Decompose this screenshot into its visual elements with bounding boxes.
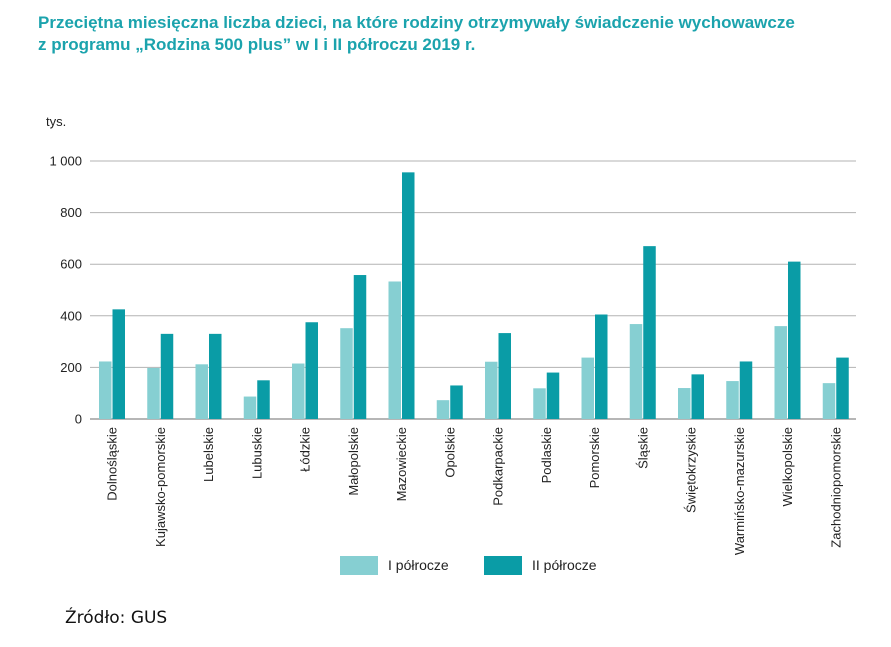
bar-h2-10 — [595, 314, 608, 419]
bar-h2-13 — [739, 361, 753, 419]
legend-swatch-h1 — [340, 556, 378, 575]
y-tick-label-1000: 1 000 — [49, 154, 82, 169]
category-label-4: Łódzkie — [298, 427, 313, 472]
bar-h2-1 — [160, 333, 174, 419]
bar-h1-6 — [388, 281, 401, 419]
bar-h2-6 — [402, 172, 415, 419]
category-label-0: Dolnośląskie — [105, 427, 120, 501]
category-label-8: Podkarpackie — [491, 427, 506, 506]
y-tick-label-800: 800 — [60, 205, 82, 220]
bar-h1-11 — [629, 324, 643, 419]
bar-h1-4 — [292, 363, 305, 419]
bar-h2-11 — [643, 246, 656, 419]
chart-title: Przeciętna miesięczna liczba dzieci, na … — [38, 12, 878, 56]
bar-h2-14 — [788, 261, 801, 419]
legend-label-h2: II półrocze — [532, 557, 597, 573]
bar-h2-0 — [112, 309, 125, 419]
bar-h1-7 — [436, 400, 450, 419]
category-label-6: Mazowieckie — [394, 427, 409, 501]
bar-h1-15 — [822, 383, 836, 419]
bar-h2-15 — [836, 357, 849, 419]
bar-h2-5 — [353, 275, 367, 419]
y-tick-label-200: 200 — [60, 360, 82, 375]
source-note: Źródło: GUS — [65, 608, 168, 628]
bar-h1-12 — [678, 388, 691, 419]
bar-h1-9 — [533, 388, 546, 419]
bar-h2-3 — [257, 380, 270, 419]
legend-label-h1: I półrocze — [388, 557, 449, 573]
bar-h1-8 — [485, 361, 498, 419]
category-label-14: Wielkopolskie — [780, 427, 795, 506]
bar-h1-14 — [774, 326, 787, 419]
bar-h2-4 — [305, 322, 318, 419]
bar-h1-10 — [581, 357, 594, 419]
y-tick-label-600: 600 — [60, 257, 82, 272]
category-label-7: Opolskie — [442, 427, 457, 478]
bar-h1-5 — [340, 328, 353, 419]
category-label-9: Podlaskie — [539, 427, 554, 483]
category-label-15: Zachodniopomorskie — [828, 427, 843, 548]
category-label-1: Kujawsko-pomorskie — [153, 427, 168, 547]
bar-h2-9 — [546, 372, 560, 419]
bar-h1-0 — [99, 361, 112, 419]
y-axis-unit-label: tys. — [46, 114, 66, 129]
bar-h2-2 — [209, 333, 222, 419]
chart-title-line-2: z programu „Rodzina 500 plus” w I i II p… — [38, 35, 476, 54]
bar-h1-13 — [726, 381, 739, 419]
bar-h2-7 — [450, 385, 463, 419]
y-tick-label-0: 0 — [75, 412, 82, 427]
chart-title-line-1: Przeciętna miesięczna liczba dzieci, na … — [38, 13, 795, 32]
category-label-10: Pomorskie — [587, 427, 602, 488]
category-label-5: Małopolskie — [346, 427, 361, 496]
bar-h2-12 — [691, 374, 704, 419]
bar-chart: tys. 0 200 400 600 800 1 000 Dolnośląskie Kujaws… — [46, 114, 856, 575]
y-tick-label-400: 400 — [60, 308, 82, 323]
bar-h1-3 — [243, 396, 257, 419]
category-label-12: Świętokrzyskie — [684, 427, 699, 513]
bar-h2-8 — [498, 333, 511, 419]
bar-h1-1 — [147, 367, 160, 419]
bar-h1-2 — [195, 364, 208, 419]
category-label-13: Warmińsko-mazurskie — [732, 427, 747, 555]
category-label-3: Lubuskie — [249, 427, 264, 479]
category-label-2: Lubelskie — [201, 427, 216, 482]
legend-swatch-h2 — [484, 556, 522, 575]
category-label-11: Śląskie — [635, 427, 650, 469]
